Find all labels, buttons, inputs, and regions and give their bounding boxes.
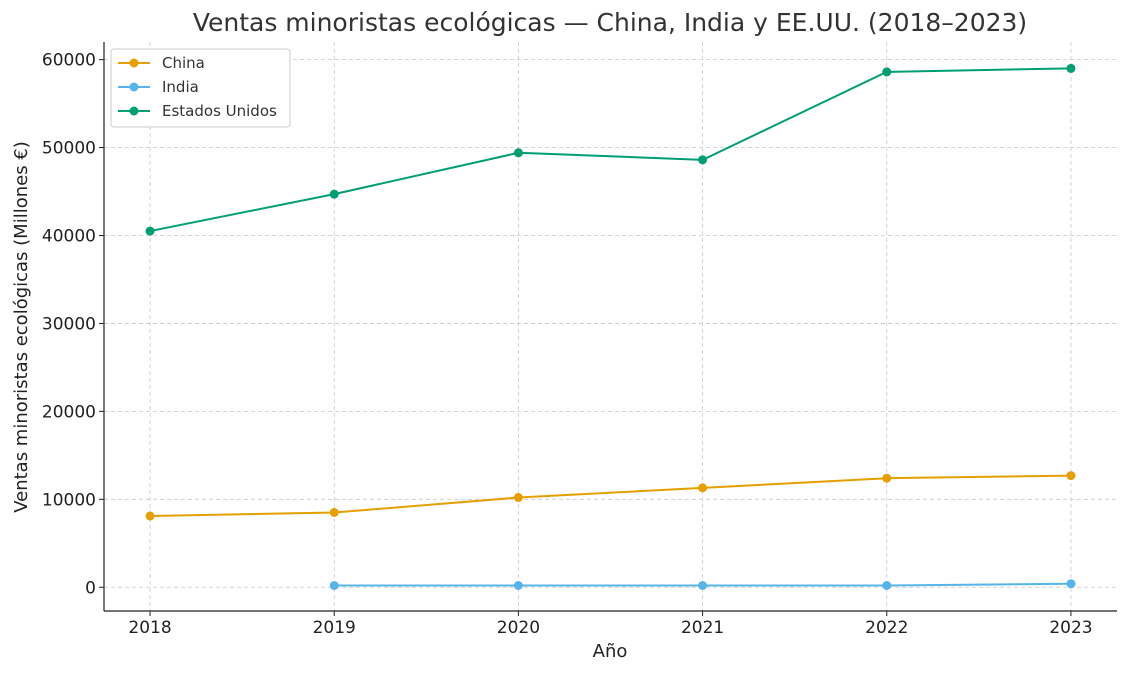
data-point-estados-unidos [513, 148, 523, 158]
series-line-estados-unidos [149, 67, 1071, 233]
y-tick-label: 50000 [42, 139, 96, 159]
chart-title: Ventas minoristas ecológicas — China, In… [193, 8, 1027, 37]
y-tick-label: 0 [85, 578, 96, 598]
series-lines [145, 63, 1076, 590]
x-tick-label: 2019 [313, 618, 356, 638]
data-point-india [513, 580, 523, 590]
axes: 2018 2019 2020 2021 2022 2023 0 10000 20000 30000… [42, 42, 1117, 638]
data-point-estados-unidos [882, 67, 892, 77]
data-point-china [698, 483, 708, 493]
legend: China India Estados Unidos [110, 48, 291, 128]
x-tick-label: 2018 [128, 618, 171, 638]
data-point-india [329, 580, 339, 590]
legend-label-india: India [162, 78, 199, 96]
legend-marker [129, 106, 139, 116]
data-point-china [145, 511, 155, 521]
data-point-china [329, 508, 339, 518]
x-axis-title: Año [593, 641, 628, 662]
data-point-india [1066, 579, 1076, 589]
y-tick-label: 20000 [42, 402, 96, 422]
y-tick-label: 30000 [42, 314, 96, 334]
legend-marker [129, 82, 139, 92]
data-point-estados-unidos [145, 226, 155, 236]
y-tick-label: 40000 [42, 226, 96, 246]
data-point-india [882, 580, 892, 590]
data-point-estados-unidos [698, 155, 708, 165]
y-axis-title: Ventas minoristas ecológicas (Millones €… [11, 141, 32, 513]
legend-frame [110, 48, 291, 128]
legend-label-china: China [162, 54, 205, 72]
data-point-estados-unidos [1066, 63, 1076, 73]
legend-label-estados-unidos: Estados Unidos [162, 102, 277, 120]
x-tick-label: 2023 [1049, 618, 1092, 638]
data-point-china [513, 493, 523, 503]
data-point-china [882, 473, 892, 483]
data-point-india [698, 580, 708, 590]
x-tick-label: 2021 [681, 618, 724, 638]
x-tick-label: 2022 [865, 618, 908, 638]
x-tick-label: 2020 [497, 618, 540, 638]
legend-items: China India Estados Unidos [118, 54, 277, 120]
data-point-china [1066, 471, 1076, 481]
legend-marker [129, 58, 139, 68]
series-line-china [150, 474, 1071, 518]
y-tick-label: 10000 [42, 490, 96, 510]
data-point-estados-unidos [329, 189, 339, 199]
y-tick-label: 60000 [42, 51, 96, 71]
